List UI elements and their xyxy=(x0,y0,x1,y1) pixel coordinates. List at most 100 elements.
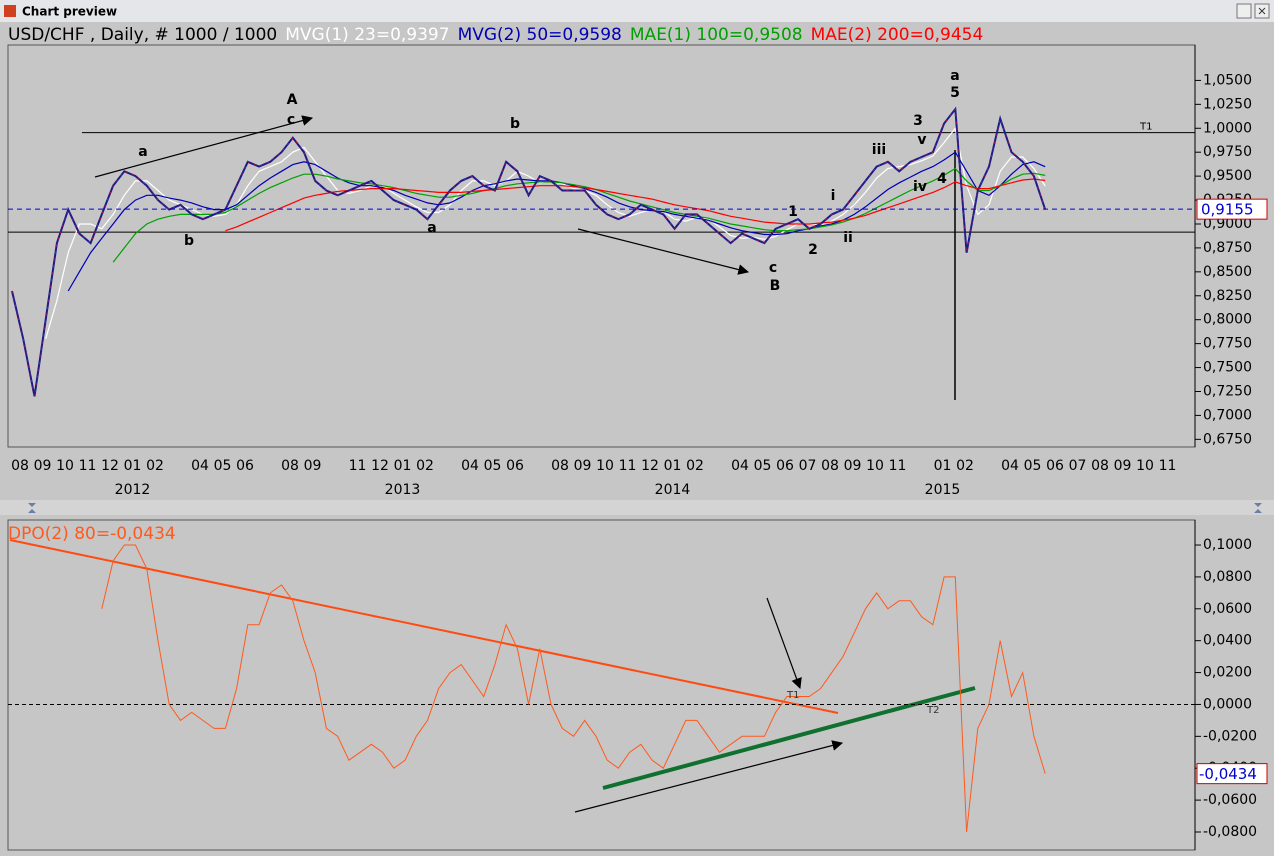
maximize-button[interactable] xyxy=(1236,3,1252,19)
x-tick-label: 12 xyxy=(641,458,659,474)
price-line xyxy=(11,106,1047,397)
legend-entry: DPO(2) 80=-0,0434 xyxy=(8,524,176,544)
trendline xyxy=(9,539,839,714)
wave-label: i xyxy=(831,188,836,204)
app-icon xyxy=(4,5,16,17)
x-tick-label: 01 xyxy=(664,458,682,474)
y-tick-label: 0,0200 xyxy=(1203,665,1252,681)
y-tick-label: 0,0400 xyxy=(1203,633,1252,649)
moving-average xyxy=(225,178,1046,232)
wave-label: 3 xyxy=(913,113,923,129)
wave-label: 2 xyxy=(808,242,818,258)
close-icon xyxy=(1258,7,1266,15)
wave-label: ii xyxy=(843,230,853,246)
x-tick-label: 04 xyxy=(1001,458,1019,474)
x-tick-label: 09 xyxy=(304,458,322,474)
y-tick-label: 1,0000 xyxy=(1203,120,1252,136)
x-tick-label: 08 xyxy=(1091,458,1109,474)
wave-label: A xyxy=(287,92,298,108)
wave-label: 1 xyxy=(788,204,798,220)
x-tick-label: 07 xyxy=(799,458,817,474)
x-year-label: 2015 xyxy=(925,482,961,498)
y-tick-label: 0,0600 xyxy=(1203,601,1252,617)
legend-title: USD/CHF , Daily, # 1000 / 1000 xyxy=(8,25,277,45)
y-tick-label: 0,7500 xyxy=(1203,360,1252,376)
legend-entry: MAE(1) 100=0,9508 xyxy=(630,25,803,45)
x-year-label: 2014 xyxy=(655,482,691,498)
wave-label: c xyxy=(769,260,777,276)
wave-label: a xyxy=(427,220,436,236)
x-tick-label: 10 xyxy=(596,458,614,474)
x-tick-label: 08 xyxy=(281,458,299,474)
panel-divider[interactable] xyxy=(0,500,1274,515)
legend-entry: MAE(2) 200=0,9454 xyxy=(811,25,984,45)
x-tick-label: 07 xyxy=(1069,458,1087,474)
x-tick-label: 02 xyxy=(686,458,704,474)
x-tick-label: 02 xyxy=(416,458,434,474)
level-label: T1 xyxy=(1139,122,1152,133)
y-tick-label: 0,8750 xyxy=(1203,240,1252,256)
wave-label: a xyxy=(138,144,147,160)
lower-plot-area xyxy=(7,519,1196,851)
upper-plot-area xyxy=(7,44,1196,448)
x-tick-label: 05 xyxy=(1024,458,1042,474)
x-tick-label: 09 xyxy=(1114,458,1132,474)
trendline-label: T2 xyxy=(926,705,939,716)
trend-arrow xyxy=(574,740,844,813)
y-tick-label: 0,7250 xyxy=(1203,383,1252,399)
x-tick-label: 12 xyxy=(371,458,389,474)
wave-label: iii xyxy=(872,142,886,158)
x-tick-label: 01 xyxy=(394,458,412,474)
x-tick-label: 11 xyxy=(889,458,907,474)
x-tick-label: 06 xyxy=(506,458,524,474)
y-tick-label: 0,9000 xyxy=(1203,216,1252,232)
y-tick-label: 0,7000 xyxy=(1203,407,1252,423)
trend-arrow xyxy=(94,115,314,178)
y-tick-label: 0,9750 xyxy=(1203,144,1252,160)
x-tick-label: 10 xyxy=(56,458,74,474)
y-tick-label: 0,0800 xyxy=(1203,569,1252,585)
title-bar xyxy=(0,0,1274,22)
y-tick-label: 0,9500 xyxy=(1203,168,1252,184)
y-tick-label: 0,8250 xyxy=(1203,288,1252,304)
y-tick-label: 0,6750 xyxy=(1203,431,1252,447)
x-tick-label: 08 xyxy=(11,458,29,474)
x-tick-label: 04 xyxy=(731,458,749,474)
y-tick-label: -0,0600 xyxy=(1203,792,1257,808)
trendline-label: T1 xyxy=(786,690,799,701)
y-tick-label: 1,0500 xyxy=(1203,72,1252,88)
moving-average xyxy=(112,167,1046,263)
y-tick-label: -0,0200 xyxy=(1203,728,1257,744)
x-tick-label: 11 xyxy=(1159,458,1177,474)
y-tick-label: 1,0250 xyxy=(1203,96,1252,112)
x-tick-label: 01 xyxy=(124,458,142,474)
x-tick-label: 04 xyxy=(191,458,209,474)
legend-entry: MVG(2) 50=0,9598 xyxy=(458,25,622,45)
dpo-line xyxy=(101,544,1046,833)
wave-label: 4 xyxy=(937,171,947,187)
y-tick-label: 0,8500 xyxy=(1203,264,1252,280)
last-value-box xyxy=(1196,763,1268,785)
legend-entry: MVG(1) 23=0,9397 xyxy=(285,25,449,45)
x-tick-label: 04 xyxy=(461,458,479,474)
x-tick-label: 05 xyxy=(754,458,772,474)
x-tick-label: 11 xyxy=(349,458,367,474)
x-tick-label: 12 xyxy=(101,458,119,474)
y-tick-label: 0,0000 xyxy=(1203,696,1252,712)
x-tick-label: 01 xyxy=(934,458,952,474)
y-tick-label: 0,8000 xyxy=(1203,312,1252,328)
wave-label: b xyxy=(184,233,194,249)
y-tick-label: 0,7750 xyxy=(1203,336,1252,352)
last-value-label: -0,0434 xyxy=(1199,765,1257,783)
wave-label: B xyxy=(770,278,781,294)
x-tick-label: 10 xyxy=(866,458,884,474)
wave-label: v xyxy=(917,132,926,148)
x-tick-label: 11 xyxy=(79,458,97,474)
x-tick-label: 06 xyxy=(236,458,254,474)
window-title: Chart preview xyxy=(22,5,117,19)
wave-label: b xyxy=(510,116,520,132)
x-tick-label: 08 xyxy=(821,458,839,474)
x-tick-label: 11 xyxy=(619,458,637,474)
wave-label: c xyxy=(287,112,295,128)
